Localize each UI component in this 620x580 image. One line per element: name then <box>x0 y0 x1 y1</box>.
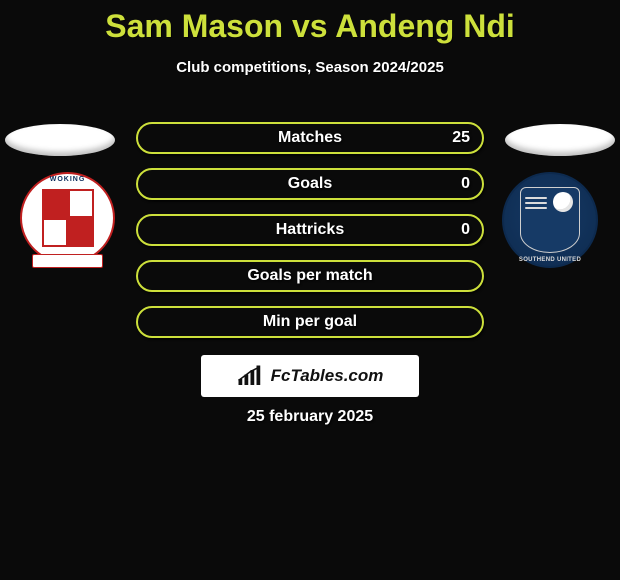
stat-value-right: 25 <box>440 124 482 152</box>
stat-value-right: 0 <box>449 216 482 244</box>
season-subtitle: Club competitions, Season 2024/2025 <box>0 59 620 76</box>
crest-ring-text: WOKING <box>22 176 113 183</box>
stat-value-right: 0 <box>449 170 482 198</box>
waves-icon <box>525 194 547 210</box>
shield-icon <box>42 189 94 247</box>
stat-label: Min per goal <box>138 308 482 336</box>
southend-crest: SOUTHEND UNITED <box>502 172 598 268</box>
date-text: 25 february 2025 <box>0 408 620 426</box>
player-photo-placeholder-right <box>505 124 615 156</box>
page-title: Sam Mason vs Andeng Ndi <box>0 0 620 45</box>
stat-label: Matches <box>138 124 482 152</box>
stat-row: Min per goal <box>136 306 484 338</box>
player-photo-placeholder-left <box>5 124 115 156</box>
crest-bottom-text: SOUTHEND UNITED <box>504 257 596 263</box>
stat-label: Hattricks <box>138 216 482 244</box>
shield-icon <box>520 187 580 253</box>
ribbon-icon <box>32 254 103 268</box>
stat-row: Goals per match <box>136 260 484 292</box>
stat-label: Goals <box>138 170 482 198</box>
watermark-text: FcTables.com <box>271 366 384 386</box>
woking-crest: WOKING <box>20 172 115 264</box>
club-crest-right: SOUTHEND UNITED <box>502 172 600 270</box>
club-crest-left: WOKING <box>20 172 118 270</box>
stats-table: Matches25Goals0Hattricks0Goals per match… <box>136 122 484 338</box>
stat-label: Goals per match <box>138 262 482 290</box>
stat-row: Hattricks0 <box>136 214 484 246</box>
bar-chart-icon <box>237 365 267 387</box>
stat-row: Matches25 <box>136 122 484 154</box>
stat-row: Goals0 <box>136 168 484 200</box>
watermark[interactable]: FcTables.com <box>201 355 419 397</box>
football-icon <box>553 192 573 212</box>
